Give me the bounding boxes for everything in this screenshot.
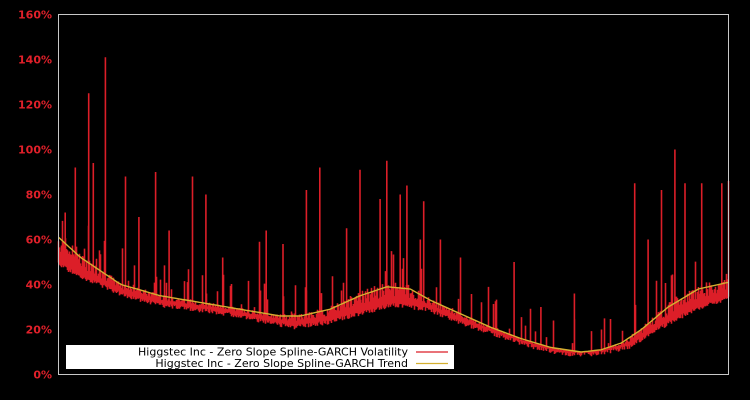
y-tick-label: 0% xyxy=(33,369,52,382)
plot-area-frame xyxy=(58,14,729,375)
y-tick-label: 160% xyxy=(18,9,52,22)
legend: Higgstec Inc - Zero Slope Spline-GARCH V… xyxy=(66,345,454,370)
y-axis-tick-labels: 0% 20% 40% 60% 80% 100% 120% 140% 160% xyxy=(18,9,52,382)
legend-label-trend: Higgstec Inc - Zero Slope Spline-GARCH T… xyxy=(155,357,408,370)
legend-box xyxy=(66,345,454,369)
y-tick-label: 120% xyxy=(18,99,52,112)
y-tick-label: 140% xyxy=(18,54,52,67)
y-tick-label: 100% xyxy=(18,144,52,157)
trend-series xyxy=(58,236,729,353)
y-tick-label: 20% xyxy=(26,324,52,337)
y-tick-label: 40% xyxy=(26,279,52,292)
y-tick-label: 60% xyxy=(26,234,52,247)
legend-label-volatility: Higgstec Inc - Zero Slope Spline-GARCH V… xyxy=(138,346,408,359)
y-tick-label: 80% xyxy=(26,189,52,202)
